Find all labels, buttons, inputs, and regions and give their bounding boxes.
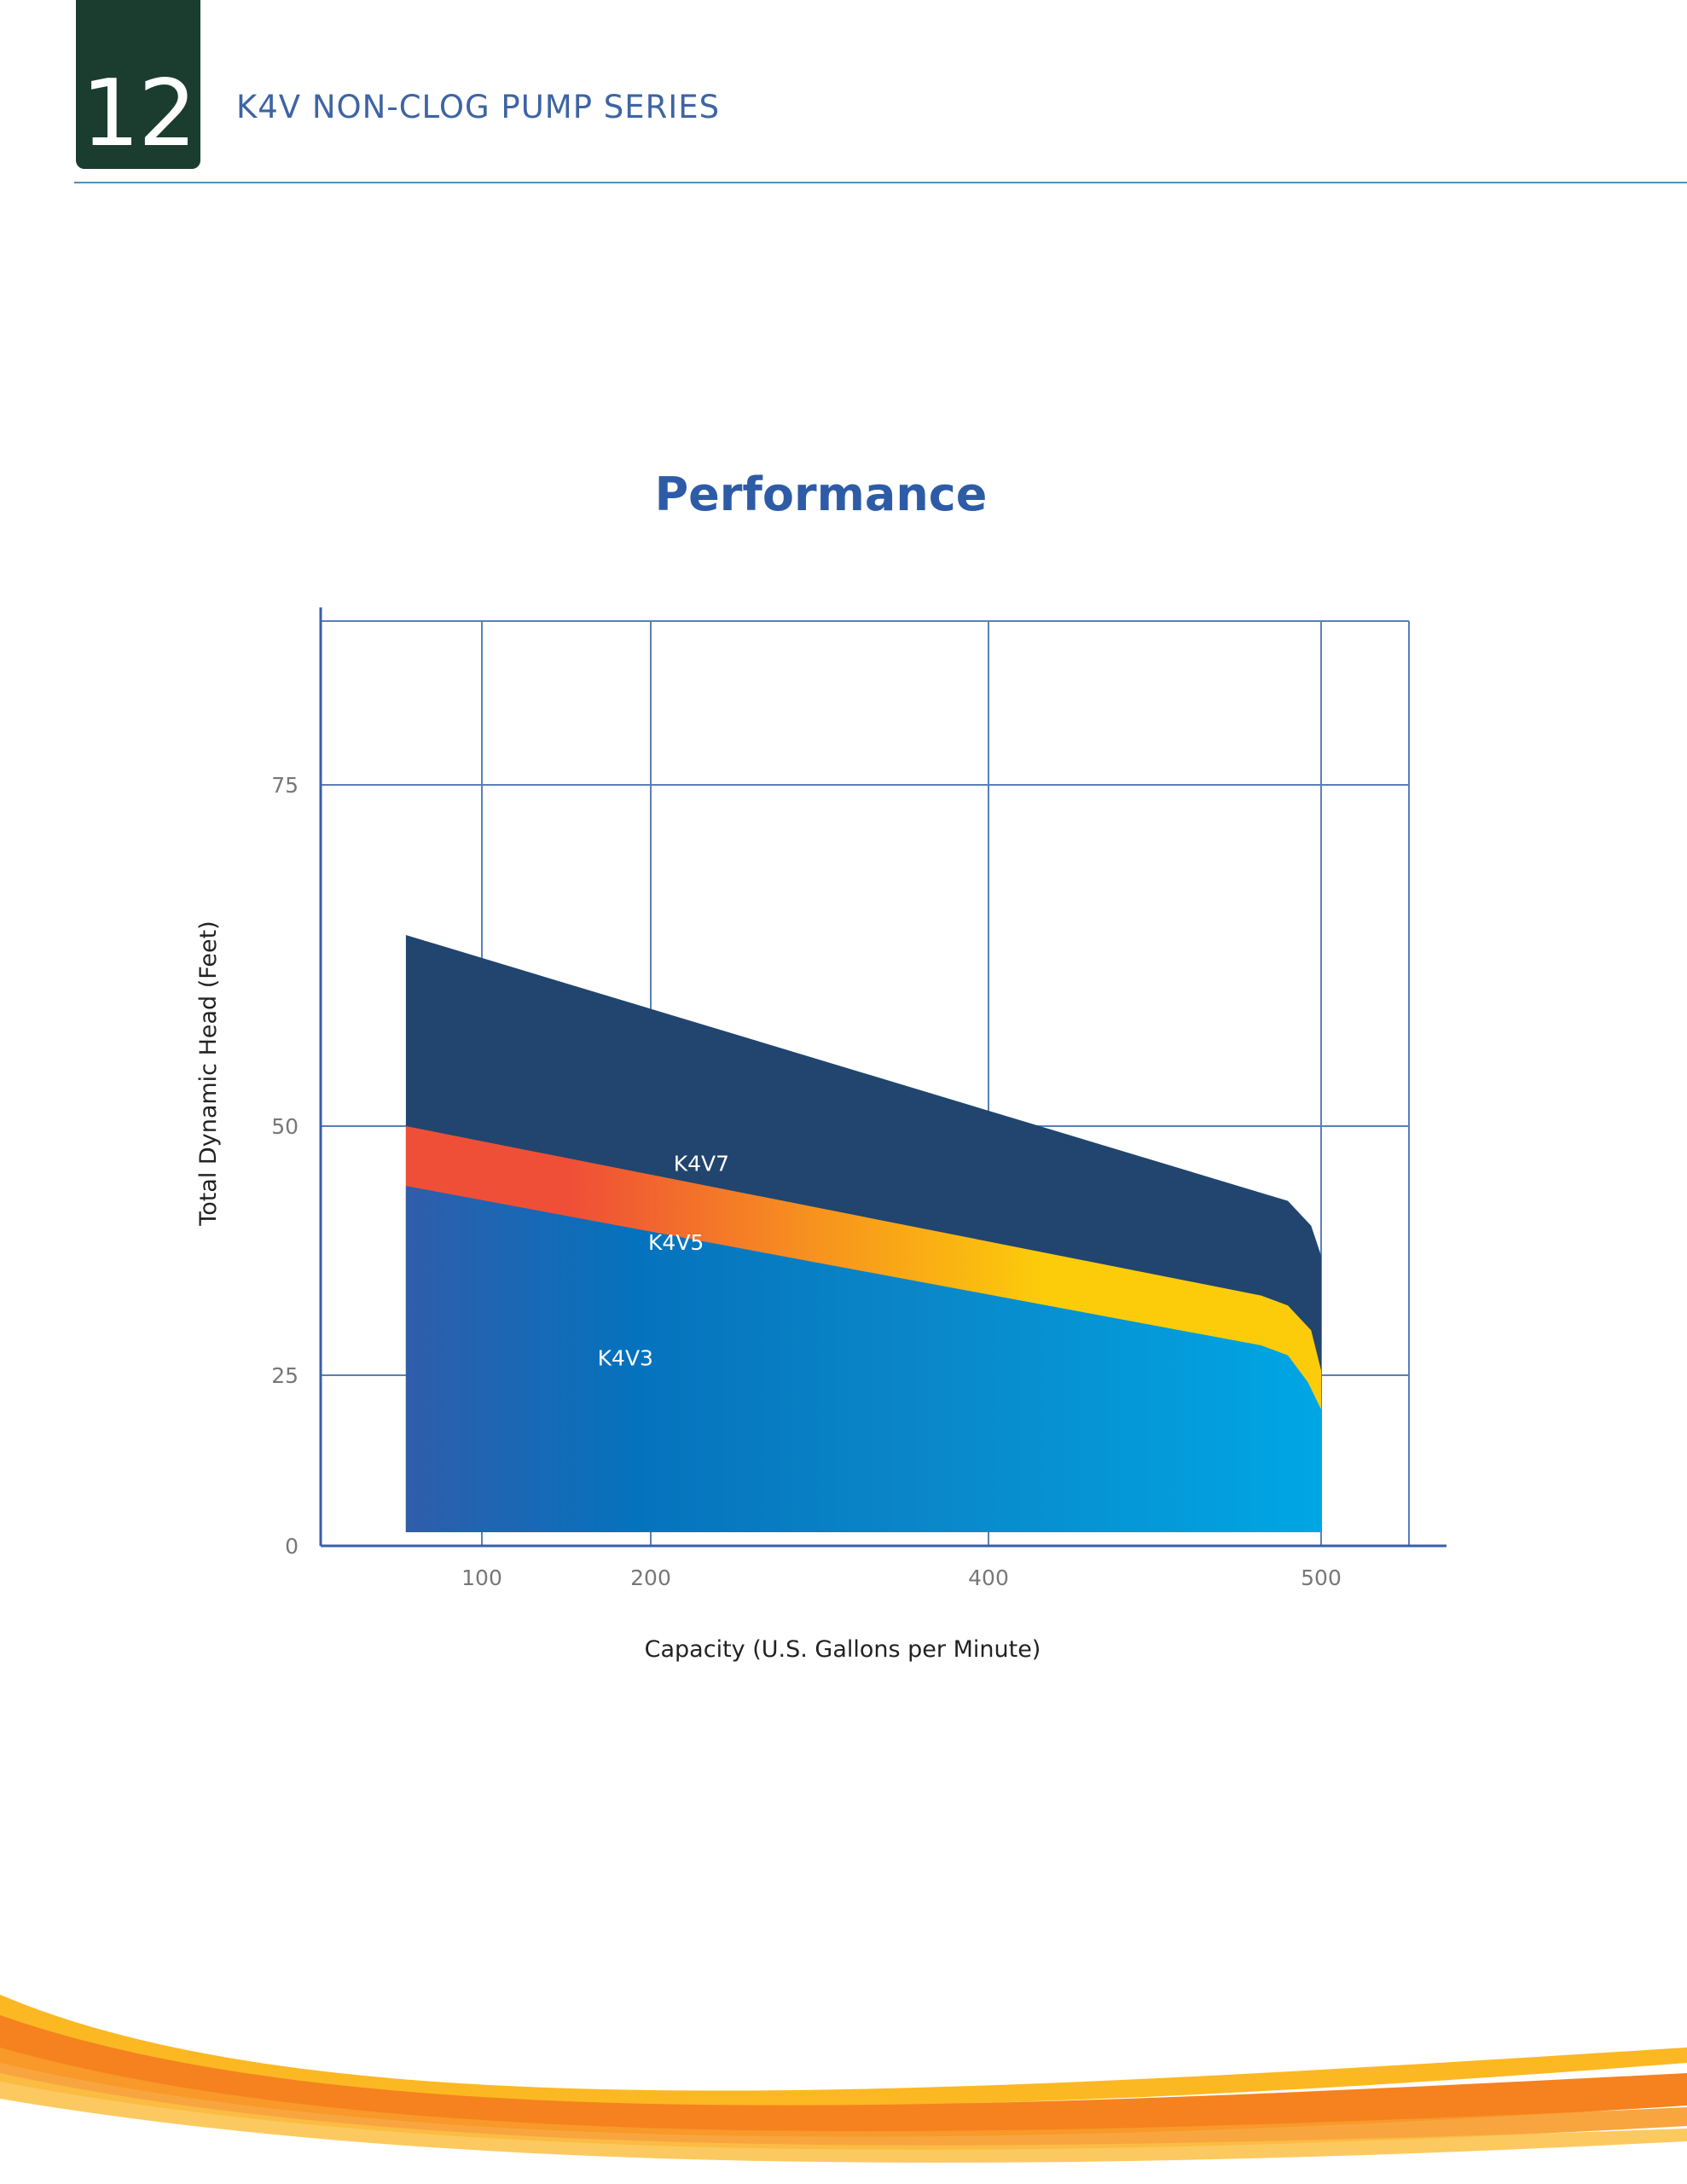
x-tick-label-500: 500 [1301,1565,1342,1590]
y-tick-label-50: 50 [271,1114,299,1139]
chart-title: Performance [654,468,988,521]
y-tick-label-75: 75 [271,773,299,798]
series-title: K4V NON-CLOG PUMP SERIES [236,89,721,125]
series-label-k4v3: K4V3 [598,1345,653,1370]
y-tick-label-25: 25 [271,1363,299,1388]
y-tick-label-0: 0 [285,1534,299,1559]
area-k4v3 [405,1186,1321,1532]
y-axis-title: Total Dynamic Head (Feet) [195,921,222,1226]
performance-chart: 100 200 400 500 0 25 50 75 Capacity (U.S. Gallon… [195,607,1446,1663]
x-tick-label-200: 200 [630,1565,671,1590]
decorative-swoosh [0,1995,1687,2163]
chart-axes [319,607,1446,1548]
chart-areas [405,935,1321,1532]
chart-labels: 100 200 400 500 0 25 50 75 Capacity (U.S. Gallon… [195,773,1342,1663]
series-label-k4v5: K4V5 [648,1230,704,1255]
header-divider [74,182,1687,183]
page-number-badge: 12 [76,0,200,169]
page-number: 12 [81,61,196,167]
x-tick-label-400: 400 [968,1565,1009,1590]
series-label-k4v7: K4V7 [674,1152,729,1176]
x-tick-label-100: 100 [461,1565,502,1590]
x-axis-title: Capacity (U.S. Gallons per Minute) [645,1636,1041,1663]
